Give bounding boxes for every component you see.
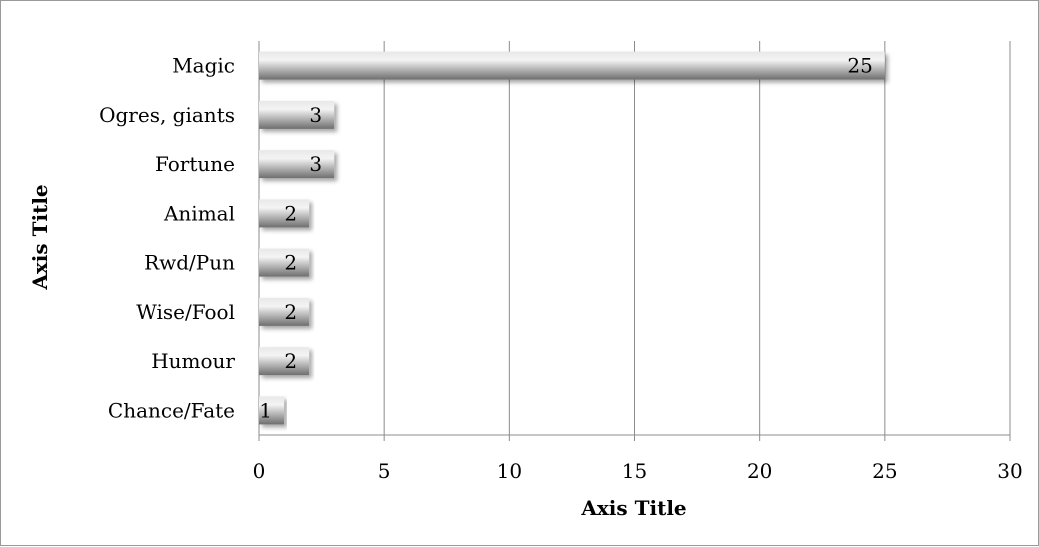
y-axis-title: Axis Title [28,184,52,290]
x-tick-label: 25 [872,459,897,483]
x-tick-label: 30 [997,459,1022,483]
data-label: 2 [284,349,297,373]
bar [259,100,335,129]
data-label: 3 [309,152,322,176]
bar [259,248,310,277]
category-label: Animal [163,201,235,225]
data-label: 2 [284,300,297,324]
category-label: Fortune [155,152,235,176]
category-label: Rwd/Pun [144,251,235,275]
bar [259,297,310,326]
data-label: 1 [259,398,272,422]
x-axis-title: Axis Title [580,496,686,520]
label-layer: 0 5 10 15 20 25 30 Magic 25 Ogres, giants 3 Fortune… [99,54,1023,483]
category-label: Chance/Fate [108,398,235,422]
category-label: Ogres, giants [99,103,235,127]
bar [259,396,285,425]
data-label: 25 [847,54,872,78]
data-label: 2 [284,201,297,225]
data-label: 2 [284,251,297,275]
x-tick-label: 0 [253,459,266,483]
category-label: Magic [172,54,235,78]
category-label: Humour [151,349,235,373]
x-tick-label: 10 [497,459,522,483]
data-label: 3 [309,103,322,127]
category-label: Wise/Fool [136,300,235,324]
bar [259,199,310,228]
x-tick-label: 5 [378,459,391,483]
x-tick-label: 20 [747,459,772,483]
x-tick-label: 15 [622,459,647,483]
bar-layer [259,51,885,425]
bar [259,150,335,179]
bar [259,347,310,376]
bar [259,51,885,80]
grid-layer [258,41,1011,441]
